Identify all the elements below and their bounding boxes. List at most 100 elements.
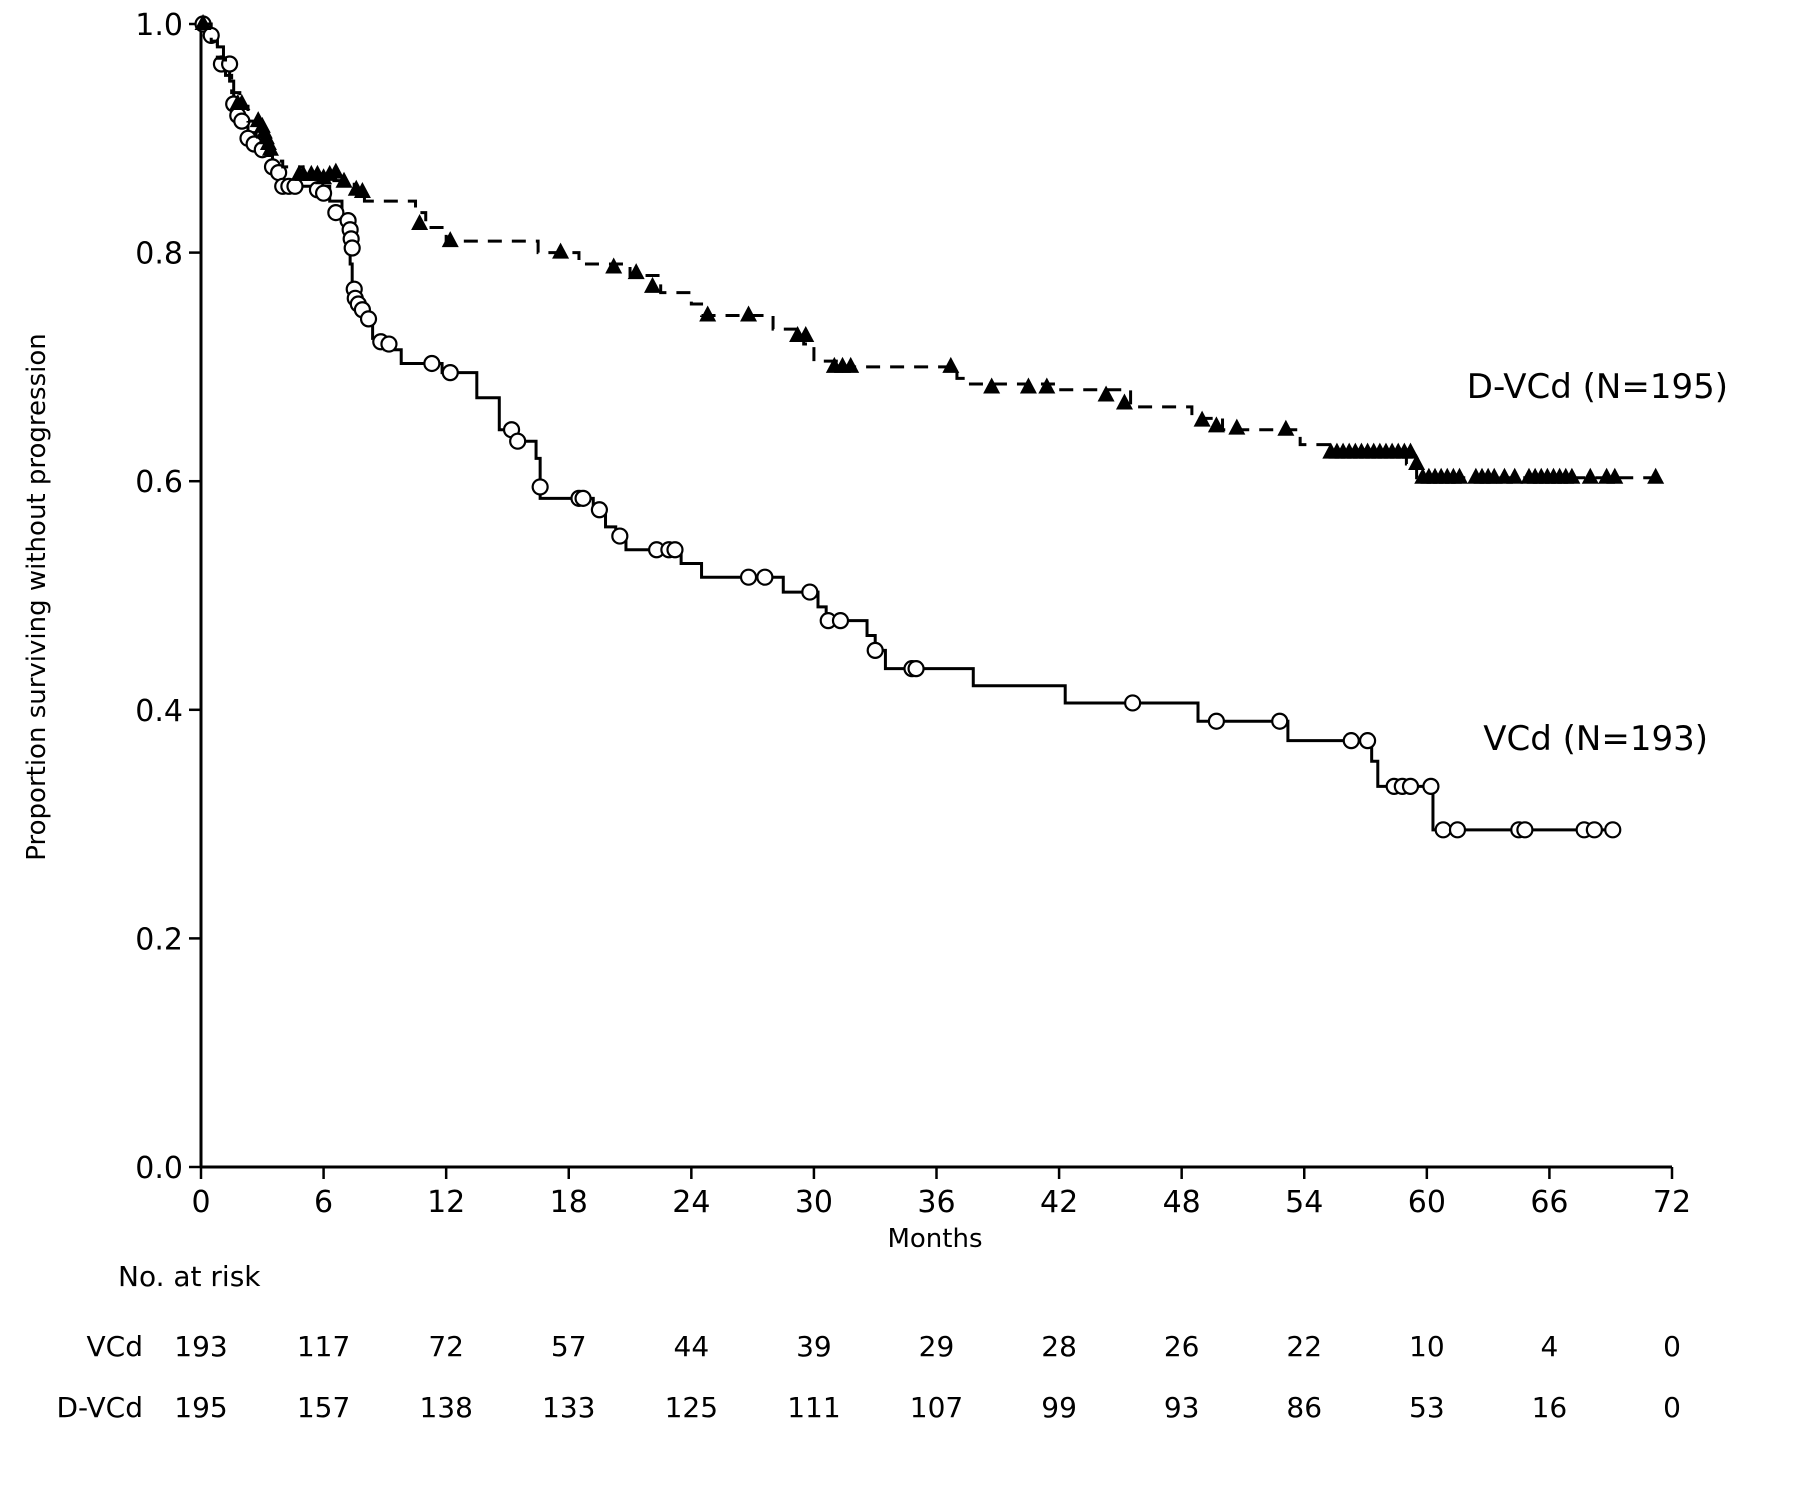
censor-mark <box>666 541 684 559</box>
censor-mark <box>1581 467 1599 484</box>
censor-mark <box>327 162 345 179</box>
series-dvcd <box>194 14 1665 484</box>
risk-value: 193 <box>174 1330 227 1363</box>
censor-mark <box>1585 821 1603 839</box>
x-tick-label: 6 <box>314 1185 333 1220</box>
series-line <box>201 22 1611 832</box>
censor-mark <box>233 94 251 111</box>
series-layer <box>194 14 1665 839</box>
censor-mark <box>983 377 1001 394</box>
censor-mark <box>699 305 717 322</box>
risk-value: 39 <box>796 1330 832 1363</box>
censor-mark <box>1448 821 1467 839</box>
censor-mark <box>261 139 279 156</box>
risk-value: 29 <box>919 1330 955 1363</box>
censor-mark <box>1647 467 1665 484</box>
censor-mark <box>1038 377 1056 394</box>
risk-value: 28 <box>1041 1330 1077 1363</box>
censor-mark <box>441 231 459 248</box>
censor-mark <box>644 276 662 293</box>
censor-mark <box>327 203 345 222</box>
x-tick-label: 30 <box>795 1185 833 1220</box>
risk-value: 138 <box>419 1391 472 1424</box>
censor-mark <box>353 182 371 199</box>
y-tick-label: 0.4 <box>135 694 183 729</box>
censor-mark <box>739 568 758 586</box>
censor-mark <box>1115 393 1133 410</box>
x-tick-label: 24 <box>672 1185 710 1220</box>
censor-mark <box>411 214 429 231</box>
risk-value: 10 <box>1409 1330 1445 1363</box>
risk-value: 86 <box>1286 1391 1322 1424</box>
risk-table-title: No. at risk <box>118 1260 261 1293</box>
risk-value: 195 <box>174 1391 227 1424</box>
censor-mark <box>797 326 815 343</box>
censor-mark <box>574 489 592 507</box>
censor-mark <box>611 527 629 545</box>
censor-mark <box>509 432 527 450</box>
censor-mark <box>1193 410 1211 427</box>
x-tick-label: 48 <box>1163 1185 1201 1220</box>
censor-mark <box>380 335 398 353</box>
risk-value: 93 <box>1164 1391 1200 1424</box>
risk-value: 57 <box>551 1330 587 1363</box>
censor-mark <box>1408 454 1426 471</box>
censor-mark <box>627 263 645 280</box>
censor-mark <box>552 242 570 259</box>
censor-mark <box>1228 418 1246 435</box>
y-tick-label: 1.0 <box>135 8 183 43</box>
risk-value: 22 <box>1286 1330 1322 1363</box>
x-tick-label: 0 <box>191 1185 210 1220</box>
x-tick-label: 12 <box>427 1185 465 1220</box>
censor-mark <box>1342 732 1360 750</box>
risk-value: 111 <box>787 1391 840 1424</box>
risk-value: 0 <box>1663 1391 1681 1424</box>
risk-value: 16 <box>1532 1391 1568 1424</box>
risk-row-label: D-VCd <box>56 1391 143 1424</box>
risk-value: 72 <box>428 1330 464 1363</box>
risk-value: 99 <box>1041 1391 1077 1424</box>
censor-mark <box>202 26 220 45</box>
censor-mark <box>756 568 774 586</box>
censor-mark <box>531 478 549 496</box>
censor-mark <box>942 356 960 373</box>
censor-mark <box>1516 821 1534 839</box>
censor-mark <box>1563 467 1581 484</box>
risk-value: 125 <box>665 1391 718 1424</box>
censor-mark <box>1358 732 1377 750</box>
risk-value: 53 <box>1409 1391 1445 1424</box>
series-label-vcd: VCd (N=193) <box>1483 719 1708 759</box>
censor-mark <box>1277 419 1295 436</box>
censor-mark <box>194 14 212 30</box>
x-tick-label: 66 <box>1530 1185 1568 1220</box>
risk-value: 26 <box>1164 1330 1200 1363</box>
censor-mark <box>842 356 860 373</box>
risk-value: 0 <box>1663 1330 1681 1363</box>
censor-mark <box>1606 467 1624 484</box>
x-axis-title: Months <box>887 1224 982 1254</box>
censor-mark <box>1097 385 1115 402</box>
y-tick-label: 0.8 <box>135 237 183 272</box>
censor-mark <box>1019 377 1037 394</box>
censor-mark <box>314 184 333 202</box>
censor-mark <box>605 257 623 274</box>
censor-mark <box>907 660 925 678</box>
censor-mark <box>286 177 304 195</box>
censor-mark <box>1506 467 1524 484</box>
x-tick-label: 60 <box>1408 1185 1446 1220</box>
censor-mark <box>1451 467 1469 484</box>
risk-table: No. at risk VCd 193 117 72 57 44 39 29 28 26 22 10 4… <box>56 1260 1680 1424</box>
x-tick-label: 72 <box>1653 1185 1691 1220</box>
risk-value: 4 <box>1541 1330 1559 1363</box>
y-axis-title: Proportion surviving without progression <box>22 333 52 860</box>
censor-mark <box>1207 712 1225 730</box>
risk-value: 107 <box>910 1391 963 1424</box>
censor-mark <box>590 501 608 519</box>
x-tick-label: 18 <box>550 1185 588 1220</box>
axes: 0 6 12 18 24 30 36 42 48 54 60 66 72 0.0 0.2 0.4 0.6 0.8 1… <box>135 8 1691 1220</box>
series-vcd <box>194 15 1622 839</box>
censor-mark <box>1604 821 1622 839</box>
censor-mark <box>1401 777 1420 795</box>
censor-mark <box>1271 712 1289 730</box>
